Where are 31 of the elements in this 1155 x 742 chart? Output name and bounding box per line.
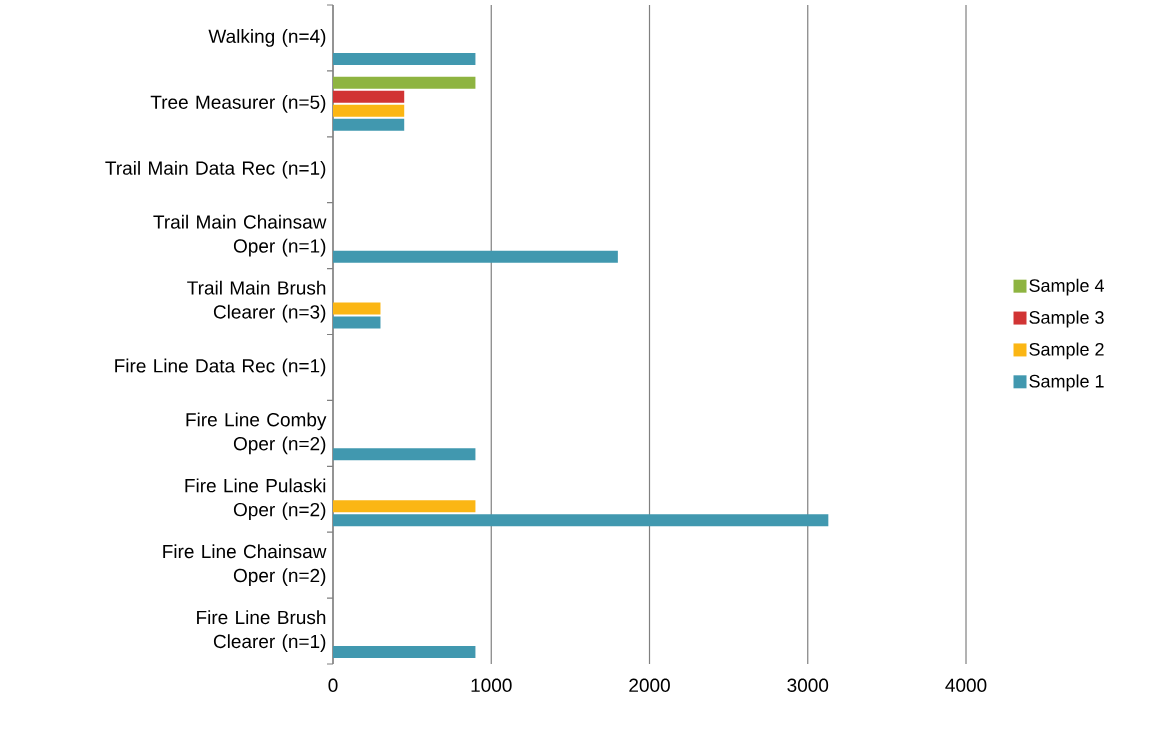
x-tick-label: 4000 <box>945 678 987 692</box>
bar <box>333 646 476 659</box>
bar <box>333 250 618 263</box>
x-tick-label: 1000 <box>471 678 512 692</box>
legend-label: Sample 1 <box>1029 374 1104 392</box>
y-tick-label: Walking (n=4) <box>208 29 326 47</box>
bar <box>333 76 476 89</box>
y-tick-label: Trail Main Brush Clearer (n=3) <box>187 280 326 323</box>
bar <box>333 316 381 329</box>
y-tick-label: Tree Measurer (n=5) <box>150 95 326 113</box>
x-tick-label: 2000 <box>629 678 670 692</box>
bar <box>333 514 829 527</box>
y-tick-label: Fire Line Comby Oper (n=2) <box>186 412 327 455</box>
x-tick-label: 0 <box>328 678 338 692</box>
bar <box>333 90 405 103</box>
bar <box>333 104 405 117</box>
y-tick-label: Fire Line Pulaski Oper (n=2) <box>185 478 326 521</box>
x-tick-label: 3000 <box>787 678 829 692</box>
y-tick-label: Fire Line Brush Clearer (n=1) <box>197 610 326 652</box>
bar <box>333 448 476 461</box>
bar <box>333 302 381 315</box>
bar <box>333 118 405 131</box>
y-tick-label: Fire Line Chainsaw Oper (n=2) <box>163 544 327 586</box>
legend-label: Sample 2 <box>1029 342 1104 360</box>
y-tick-label: Fire Line Data Rec (n=1) <box>115 358 326 377</box>
bar <box>333 52 476 65</box>
y-tick-label: Trail Main Chainsaw Oper (n=1) <box>153 214 327 257</box>
y-tick-label: Trail Main Data Rec (n=1) <box>105 160 326 179</box>
bar <box>333 500 476 513</box>
legend-label: Sample 3 <box>1029 310 1104 328</box>
legend-label: Sample 4 <box>1029 278 1104 296</box>
